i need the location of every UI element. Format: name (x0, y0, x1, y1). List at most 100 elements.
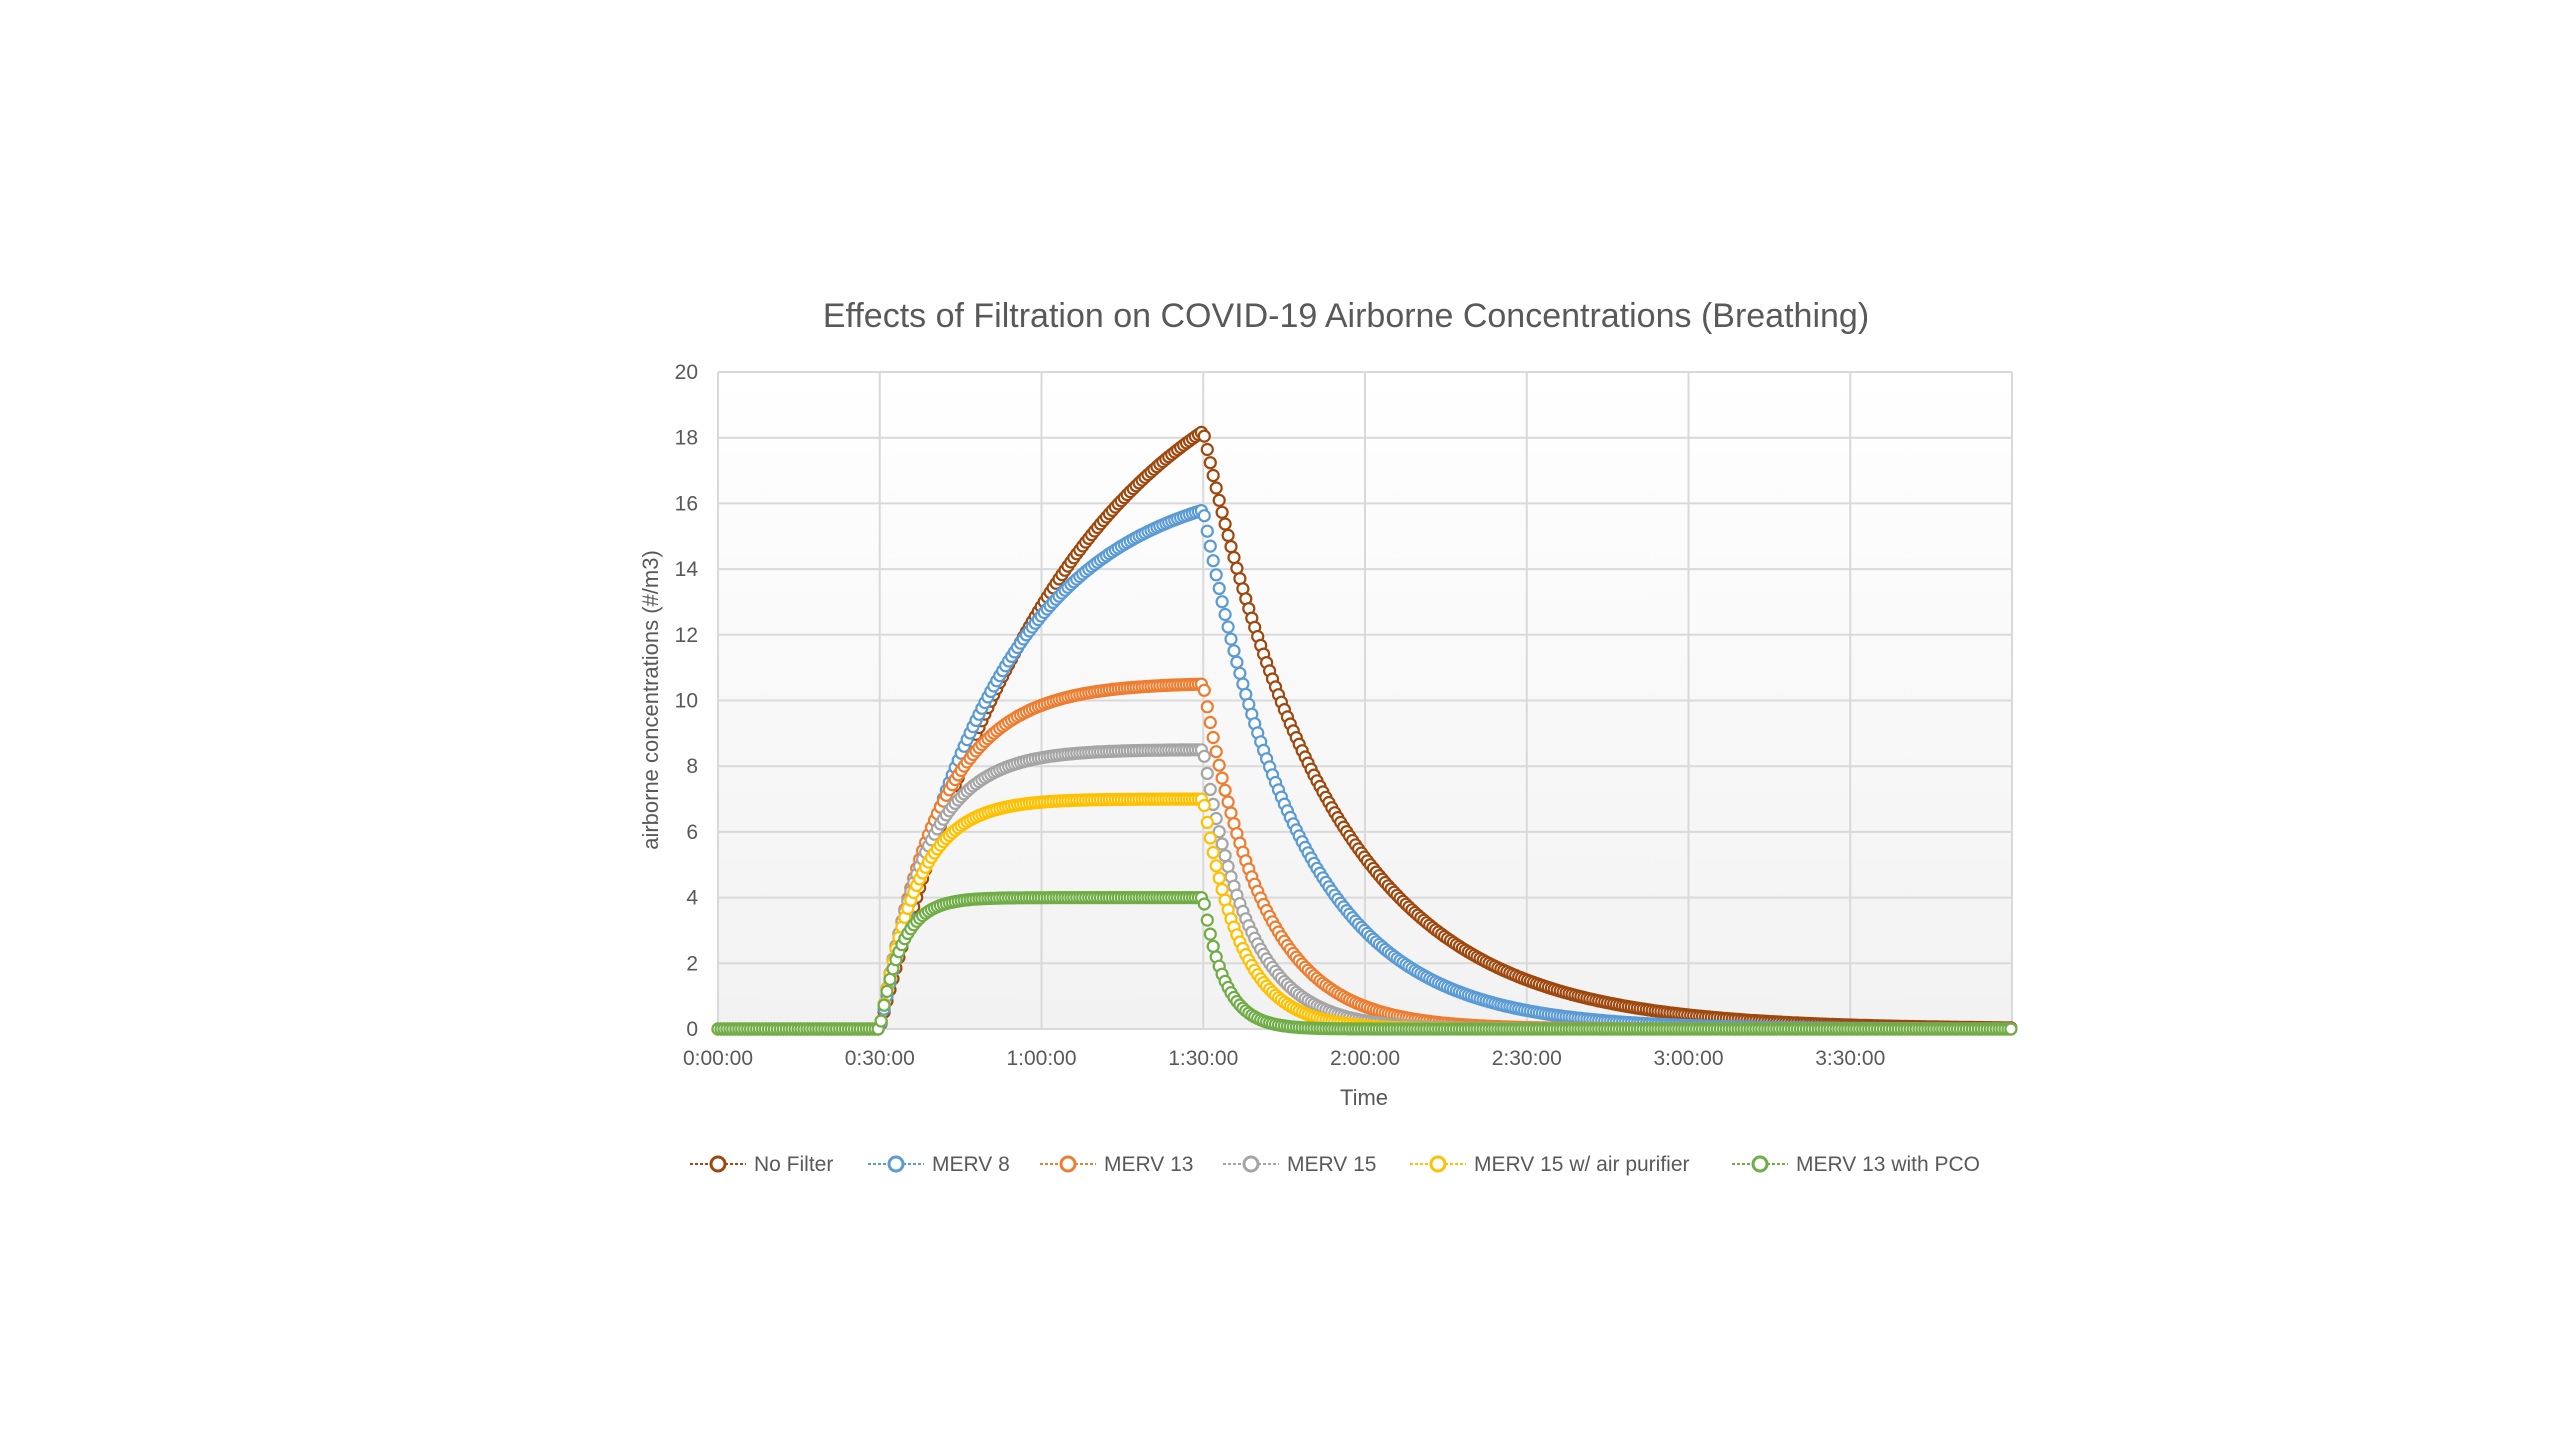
y-tick-label: 4 (686, 887, 698, 910)
data-point (877, 998, 891, 1012)
data-point (1209, 745, 1223, 759)
data-point (1212, 871, 1226, 885)
legend-item-merv-15-w-air-purifier: MERV 15 w/ air purifier (1410, 1153, 1690, 1176)
data-point (1215, 595, 1229, 609)
legend: No Filter MERV 8 MERV 13 MERV 15 MERV 15 w/ … (690, 1153, 1980, 1176)
data-point (1206, 554, 1220, 568)
legend-item-merv-13-with-pco: MERV 13 with PCO (1732, 1153, 1980, 1176)
data-point (1209, 568, 1223, 582)
legend-marker (709, 1155, 727, 1173)
data-point (1212, 825, 1226, 839)
data-point (1218, 517, 1232, 531)
legend-item-merv-13: MERV 13 (1040, 1153, 1194, 1176)
legend-label: MERV 15 w/ air purifier (1474, 1153, 1690, 1176)
legend-label: No Filter (754, 1153, 833, 1176)
data-point (1212, 493, 1226, 507)
y-tick-label: 20 (675, 361, 698, 384)
data-point (1230, 561, 1244, 575)
data-point (1200, 524, 1214, 538)
data-point (1206, 939, 1220, 953)
data-point (1218, 607, 1232, 622)
series-layer (711, 425, 2018, 1036)
x-tick-label: 2:00:00 (1330, 1047, 1400, 1070)
legend-marker (1059, 1155, 1077, 1173)
data-point (1212, 758, 1226, 772)
data-point (1227, 550, 1241, 565)
y-tick-label: 14 (675, 558, 699, 581)
data-point (1209, 481, 1223, 495)
legend-marker (1751, 1155, 1769, 1173)
x-tick-label: 0:00:00 (683, 1047, 753, 1070)
data-point (1200, 700, 1214, 714)
data-point (1197, 749, 1211, 763)
y-tick-label: 12 (675, 624, 698, 647)
x-tick-label: 0:30:00 (845, 1047, 915, 1070)
data-point (1197, 509, 1211, 523)
data-point (880, 984, 894, 999)
data-point (1218, 783, 1232, 797)
data-point (1200, 442, 1214, 457)
data-point (1215, 837, 1229, 851)
data-point (1215, 771, 1229, 785)
data-point (1224, 539, 1238, 554)
y-tick-label: 8 (686, 755, 698, 778)
x-tick-label: 3:30:00 (1815, 1047, 1885, 1070)
chart-title: Effects of Filtration on COVID-19 Airbor… (823, 297, 1869, 335)
x-tick-label: 1:00:00 (1006, 1047, 1076, 1070)
y-tick-label: 2 (686, 952, 698, 975)
data-point (1215, 505, 1229, 519)
tick-labels: 0 2 4 6 8 10 12 14 16 18 20 0:00:00 0:30:00 1:00:00 1:… (675, 361, 1886, 1070)
legend-label: MERV 8 (932, 1153, 1010, 1176)
legend-label: MERV 13 (1104, 1153, 1194, 1176)
data-point (1200, 766, 1214, 781)
y-tick-label: 0 (686, 1018, 698, 1041)
data-point (1215, 882, 1229, 897)
data-point (1200, 815, 1214, 830)
data-point (1203, 715, 1217, 730)
data-point (1203, 831, 1217, 845)
data-point (1227, 644, 1241, 658)
data-point (1197, 683, 1211, 697)
series-merv-13-with-pco (711, 890, 2018, 1036)
data-point (1236, 677, 1250, 691)
data-point (1206, 468, 1220, 483)
x-tick-label: 1:30:00 (1168, 1047, 1238, 1070)
x-tick-label: 3:00:00 (1653, 1047, 1723, 1070)
data-point (1233, 666, 1247, 680)
data-point (1203, 927, 1217, 941)
x-axis-label: Time (1340, 1085, 1388, 1110)
y-tick-label: 6 (686, 821, 698, 844)
legend-item-merv-15: MERV 15 (1223, 1153, 1377, 1176)
data-point (1218, 848, 1232, 863)
y-tick-label: 16 (675, 492, 698, 515)
data-point (1197, 897, 1211, 911)
legend-item-no-filter: No Filter (690, 1153, 833, 1176)
x-tick-label: 2:30:00 (1492, 1047, 1562, 1070)
legend-marker (1429, 1155, 1447, 1173)
data-point (1197, 429, 1211, 443)
y-tick-label: 18 (675, 427, 698, 450)
data-point (883, 972, 897, 986)
data-point (1221, 620, 1235, 634)
y-tick-label: 10 (675, 690, 698, 713)
legend-item-merv-8: MERV 8 (868, 1153, 1010, 1176)
data-point (1206, 845, 1220, 860)
data-point (1197, 798, 1211, 813)
y-axis-label: airborne concentrations (#/m3) (638, 550, 663, 850)
data-point (1230, 655, 1244, 669)
data-point (1206, 730, 1220, 745)
data-point (1200, 913, 1214, 927)
data-point (1221, 528, 1235, 543)
data-point (1224, 806, 1238, 820)
data-point (1212, 581, 1226, 596)
data-point (1221, 795, 1235, 809)
data-point (2004, 1022, 2018, 1036)
legend-marker (1242, 1155, 1260, 1173)
legend-label: MERV 13 with PCO (1796, 1153, 1980, 1176)
legend-marker (887, 1155, 905, 1173)
data-point (1203, 456, 1217, 470)
data-point (1203, 782, 1217, 797)
data-point (874, 1014, 888, 1028)
data-point (1203, 539, 1217, 553)
